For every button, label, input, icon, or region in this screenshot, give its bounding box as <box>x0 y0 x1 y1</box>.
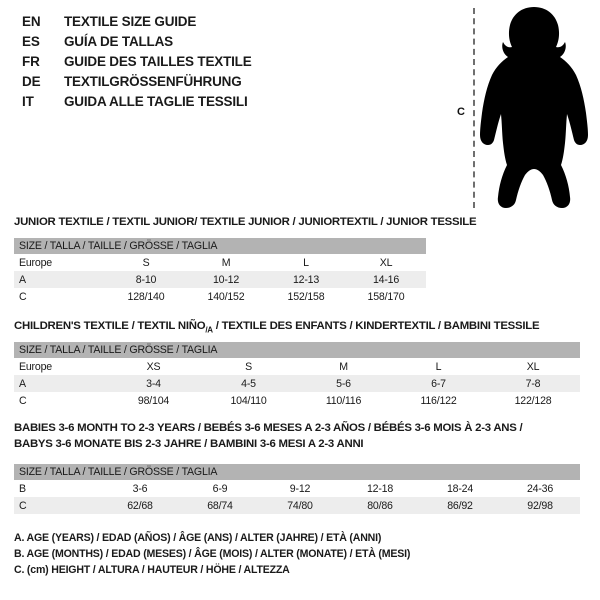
row-label: Europe <box>14 254 106 271</box>
cell: 24-36 <box>500 480 581 497</box>
cell: 9-12 <box>260 480 340 497</box>
cell: S <box>106 254 186 271</box>
row-label: Europe <box>14 358 106 375</box>
babies-section-heading-line1: BABIES 3-6 MONTH TO 2-3 YEARS / BEBÉS 3-… <box>14 422 523 434</box>
cell: 7-8 <box>486 375 581 392</box>
size-band-label: SIZE / TALLA / TAILLE / GRÖSSE / TAGLIA <box>14 238 426 254</box>
babies-size-table: SIZE / TALLA / TAILLE / GRÖSSE / TAGLIA … <box>14 464 581 514</box>
cell: 122/128 <box>486 392 581 409</box>
cell: XS <box>106 358 201 375</box>
cell: 158/170 <box>346 288 426 305</box>
cell: L <box>266 254 346 271</box>
cell: 4-5 <box>201 375 296 392</box>
children-heading-part1: CHILDREN'S TEXTILE / TEXTIL NIÑO <box>14 320 206 332</box>
cell: L <box>391 358 486 375</box>
language-code: EN <box>22 14 41 29</box>
cell: 18-24 <box>420 480 500 497</box>
legend-note: C. (cm) HEIGHT / ALTURA / HAUTEUR / HÖHE… <box>14 564 290 576</box>
cell: 6-7 <box>391 375 486 392</box>
table-row: C 98/104 104/110 110/116 116/122 122/128 <box>14 392 581 409</box>
table-band-row: SIZE / TALLA / TAILLE / GRÖSSE / TAGLIA <box>14 238 426 254</box>
language-title: GUIDE DES TAILLES TEXTILE <box>64 54 252 69</box>
language-row: FR GUIDE DES TAILLES TEXTILE <box>22 54 252 74</box>
cell: XL <box>486 358 581 375</box>
children-size-table: SIZE / TALLA / TAILLE / GRÖSSE / TAGLIA … <box>14 342 581 409</box>
row-label: A <box>14 375 106 392</box>
children-section-heading: CHILDREN'S TEXTILE / TEXTIL NIÑO/A / TEX… <box>14 320 540 335</box>
table-row: B 3-6 6-9 9-12 12-18 18-24 24-36 <box>14 480 581 497</box>
cell: 110/116 <box>296 392 391 409</box>
cell: 3-6 <box>100 480 180 497</box>
size-band-label: SIZE / TALLA / TAILLE / GRÖSSE / TAGLIA <box>14 464 581 480</box>
height-measurement-figure: C <box>440 0 600 215</box>
cell: S <box>201 358 296 375</box>
cell: 6-9 <box>180 480 260 497</box>
language-header-block: EN TEXTILE SIZE GUIDE ES GUÍA DE TALLAS … <box>22 14 252 114</box>
cell: 152/158 <box>266 288 346 305</box>
junior-size-table: SIZE / TALLA / TAILLE / GRÖSSE / TAGLIA … <box>14 238 426 305</box>
cell: 98/104 <box>106 392 201 409</box>
language-title: TEXTILE SIZE GUIDE <box>64 14 197 29</box>
legend-note: A. AGE (YEARS) / EDAD (AÑOS) / ÂGE (ANS)… <box>14 532 382 544</box>
junior-section-heading: JUNIOR TEXTILE / TEXTIL JUNIOR/ TEXTILE … <box>14 216 477 228</box>
height-dimension-line <box>473 8 475 208</box>
table-row: A 3-4 4-5 5-6 6-7 7-8 <box>14 375 581 392</box>
cell: 12-13 <box>266 271 346 288</box>
table-row: Europe S M L XL <box>14 254 426 271</box>
language-title: TEXTILGRÖSSENFÜHRUNG <box>64 74 242 89</box>
legend-note: B. AGE (MONTHS) / EDAD (MESES) / ÂGE (MO… <box>14 548 411 560</box>
children-heading-part2: / TEXTILE DES ENFANTS / KINDERTEXTIL / B… <box>212 320 540 332</box>
cell: 86/92 <box>420 497 500 514</box>
cell: XL <box>346 254 426 271</box>
height-dimension-label: C <box>457 106 465 118</box>
language-code: IT <box>22 94 34 109</box>
table-row: C 62/68 68/74 74/80 80/86 86/92 92/98 <box>14 497 581 514</box>
language-code: DE <box>22 74 41 89</box>
cell: 5-6 <box>296 375 391 392</box>
cell: 80/86 <box>340 497 420 514</box>
cell: 74/80 <box>260 497 340 514</box>
cell: 140/152 <box>186 288 266 305</box>
table-row: C 128/140 140/152 152/158 158/170 <box>14 288 426 305</box>
table-band-row: SIZE / TALLA / TAILLE / GRÖSSE / TAGLIA <box>14 342 581 358</box>
toddler-silhouette-icon <box>480 7 588 208</box>
row-label: C <box>14 288 106 305</box>
language-row: DE TEXTILGRÖSSENFÜHRUNG <box>22 74 252 94</box>
children-heading-subscript: /A <box>205 325 213 335</box>
cell: 128/140 <box>106 288 186 305</box>
language-row: EN TEXTILE SIZE GUIDE <box>22 14 252 34</box>
row-label: C <box>14 497 100 514</box>
cell: 14-16 <box>346 271 426 288</box>
row-label: A <box>14 271 106 288</box>
cell: 62/68 <box>100 497 180 514</box>
legend-notes: A. AGE (YEARS) / EDAD (AÑOS) / ÂGE (ANS)… <box>14 532 410 580</box>
language-title: GUIDA ALLE TAGLIE TESSILI <box>64 94 248 109</box>
cell: 68/74 <box>180 497 260 514</box>
size-band-label: SIZE / TALLA / TAILLE / GRÖSSE / TAGLIA <box>14 342 581 358</box>
table-row: A 8-10 10-12 12-13 14-16 <box>14 271 426 288</box>
cell: 92/98 <box>500 497 581 514</box>
cell: 116/122 <box>391 392 486 409</box>
language-title: GUÍA DE TALLAS <box>64 34 173 49</box>
language-row: ES GUÍA DE TALLAS <box>22 34 252 54</box>
language-row: IT GUIDA ALLE TAGLIE TESSILI <box>22 94 252 114</box>
cell: M <box>296 358 391 375</box>
babies-section-heading-line2: BABYS 3-6 MONATE BIS 2-3 JAHRE / BAMBINI… <box>14 438 364 450</box>
cell: 12-18 <box>340 480 420 497</box>
row-label: C <box>14 392 106 409</box>
table-band-row: SIZE / TALLA / TAILLE / GRÖSSE / TAGLIA <box>14 464 581 480</box>
language-code: FR <box>22 54 40 69</box>
cell: 8-10 <box>106 271 186 288</box>
cell: M <box>186 254 266 271</box>
cell: 104/110 <box>201 392 296 409</box>
table-row: Europe XS S M L XL <box>14 358 581 375</box>
cell: 3-4 <box>106 375 201 392</box>
cell: 10-12 <box>186 271 266 288</box>
language-code: ES <box>22 34 40 49</box>
row-label: B <box>14 480 100 497</box>
